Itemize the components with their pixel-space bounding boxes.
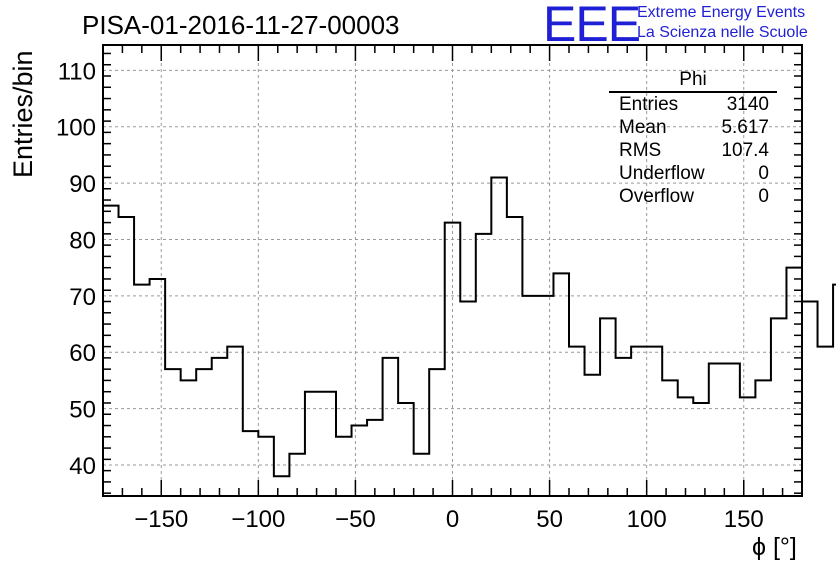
y-tick-label: 110 bbox=[58, 58, 96, 85]
stats-key: Entries bbox=[619, 94, 679, 115]
stats-row: Entries 3140 bbox=[609, 93, 777, 116]
stats-row: RMS 107.4 bbox=[609, 139, 777, 162]
stats-value: 107.4 bbox=[721, 140, 769, 161]
y-tick-label: 100 bbox=[56, 115, 96, 142]
stats-key: Overflow bbox=[619, 186, 694, 207]
x-tick-label: −50 bbox=[335, 506, 376, 533]
histogram-series bbox=[103, 176, 836, 478]
logo-line-1: Extreme Energy Events bbox=[637, 4, 806, 21]
grid-lines bbox=[103, 45, 802, 496]
stats-key: Underflow bbox=[619, 163, 705, 184]
histogram-line bbox=[103, 176, 836, 478]
x-tick-label: 0 bbox=[446, 506, 459, 533]
stats-key: Mean bbox=[619, 117, 667, 138]
stats-row: Underflow 0 bbox=[609, 162, 777, 185]
x-axis-label: ϕ [°] bbox=[752, 533, 797, 561]
stats-key: RMS bbox=[619, 140, 662, 161]
x-tick-label: 50 bbox=[536, 506, 563, 533]
stats-value: 3140 bbox=[726, 94, 769, 115]
y-tick-label: 50 bbox=[69, 397, 96, 424]
stats-value: 0 bbox=[758, 186, 769, 207]
stats-value: 5.617 bbox=[721, 117, 769, 138]
x-tick-label: −100 bbox=[231, 506, 285, 533]
chart-title: PISA-01-2016-11-27-00003 bbox=[82, 10, 400, 40]
y-tick-label: 70 bbox=[69, 284, 96, 311]
stats-row: Overflow 0 bbox=[609, 185, 777, 208]
stats-title: Phi bbox=[609, 69, 777, 93]
y-tick-label: 40 bbox=[69, 453, 96, 480]
y-tick-label: 60 bbox=[69, 340, 96, 367]
x-tick-label: −150 bbox=[134, 506, 188, 533]
logo-line-2: La Scienza nelle Scuole bbox=[637, 24, 808, 41]
y-tick-label: 80 bbox=[69, 227, 96, 254]
stats-value: 0 bbox=[758, 163, 769, 184]
eee-logo-icon: EEE bbox=[543, 0, 641, 52]
y-axis-label: Entries/bin bbox=[8, 50, 38, 178]
x-tick-label: 100 bbox=[627, 506, 667, 533]
stats-row: Mean 5.617 bbox=[609, 116, 777, 139]
stats-box: Phi Entries 3140 Mean 5.617 RMS 107.4 Un… bbox=[609, 69, 777, 208]
x-axis-ticks: −150 −100 −50 0 50 100 150 bbox=[102, 45, 803, 533]
y-tick-label: 90 bbox=[69, 171, 96, 198]
y-axis-ticks: 40 50 60 70 80 90 100 110 bbox=[56, 52, 802, 494]
x-tick-label: 150 bbox=[724, 506, 764, 533]
